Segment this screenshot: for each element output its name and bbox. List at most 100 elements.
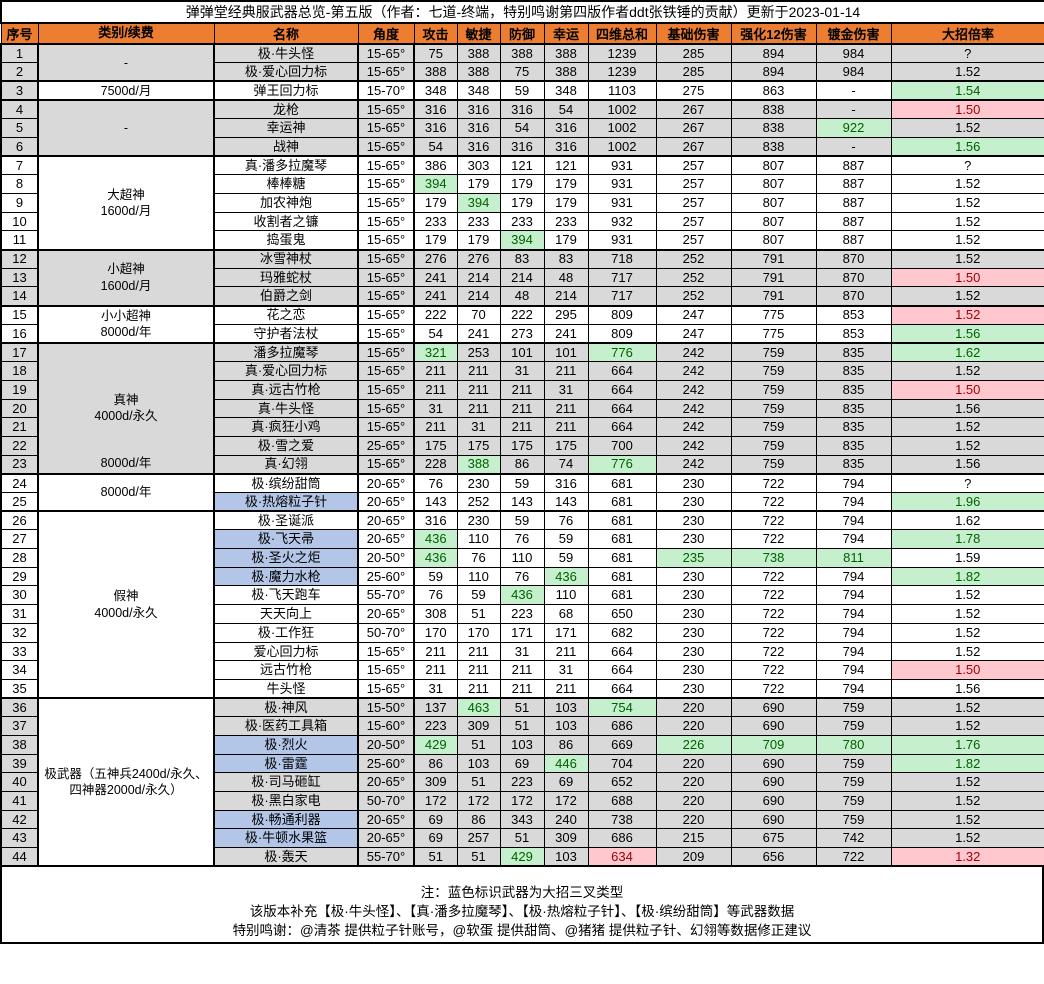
table-row: 15 小小超神 8000d/年 花之恋 15-65° 222 70 222 295 809 247 7… bbox=[0, 305, 1044, 345]
attack-cell: 211 bbox=[413, 379, 458, 400]
table-row: 7 大超神 1600d/月 真·潘多拉魔琴 15-65° 386 303 121 121 931 2… bbox=[0, 155, 1044, 251]
total-cell: 634 bbox=[587, 847, 657, 868]
enhanced-damage-cell: 722 bbox=[730, 492, 817, 513]
col-header-attack: 攻击 bbox=[413, 22, 458, 45]
total-cell: 931 bbox=[587, 230, 657, 251]
base-damage-cell: 247 bbox=[655, 323, 732, 344]
luck-cell: 31 bbox=[543, 379, 589, 400]
angle-cell: 15-65° bbox=[357, 417, 415, 437]
row-index-cell: 10 bbox=[0, 211, 39, 232]
weapon-name-cell: 极·魔力水枪 bbox=[213, 566, 359, 587]
enhanced-damage-cell: 722 bbox=[730, 585, 817, 606]
attack-cell: 228 bbox=[413, 454, 458, 475]
row-index-cell: 2 bbox=[0, 62, 39, 83]
weapon-name-cell: 弹王回力标 bbox=[213, 80, 359, 102]
defense-cell: 316 bbox=[499, 99, 545, 120]
attack-cell: 436 bbox=[413, 529, 458, 550]
weapon-name-cell: 花之恋 bbox=[213, 305, 359, 325]
enhanced-damage-cell: 838 bbox=[730, 99, 817, 120]
defense-cell: 76 bbox=[499, 529, 545, 550]
weapon-name-cell: 极·牛头怪 bbox=[213, 43, 359, 64]
defense-cell: 31 bbox=[499, 641, 545, 662]
angle-cell: 15-65° bbox=[357, 286, 415, 307]
total-cell: 681 bbox=[587, 566, 657, 587]
row-index-cell: 38 bbox=[0, 734, 39, 755]
table-row: 14 伯爵之剑 15-65° 241 214 48 214 717 252 791 870 1.52 bbox=[0, 286, 1044, 307]
weapon-name-cell: 极·雪之爱 bbox=[213, 435, 359, 456]
agility-cell: 51 bbox=[456, 772, 501, 792]
ultimate-ratio-cell: 1.52 bbox=[890, 417, 1044, 437]
defense-cell: 214 bbox=[499, 267, 545, 288]
weapon-name-cell: 远古竹枪 bbox=[213, 660, 359, 680]
defense-cell: 223 bbox=[499, 604, 545, 624]
attack-cell: 76 bbox=[413, 473, 458, 493]
weapon-name-cell: 守护者法杖 bbox=[213, 323, 359, 344]
col-header-angle: 角度 bbox=[357, 22, 415, 45]
enhanced-damage-cell: 894 bbox=[730, 43, 817, 64]
col-header-luck: 幸运 bbox=[543, 22, 589, 45]
ultimate-ratio-cell: 1.52 bbox=[890, 230, 1044, 251]
attack-cell: 233 bbox=[413, 211, 458, 232]
defense-cell: 143 bbox=[499, 492, 545, 513]
gilded-damage-cell: 870 bbox=[815, 249, 892, 269]
sheet-title: 弹弹堂经典服武器总览-第五版（作者：七道-终端，特别鸣谢第四版作者ddt张铁锤的… bbox=[0, 0, 1044, 24]
luck-cell: 172 bbox=[543, 791, 589, 811]
gilded-damage-cell: 835 bbox=[815, 417, 892, 437]
ultimate-ratio-cell: 1.52 bbox=[890, 585, 1044, 606]
ultimate-ratio-cell: 1.52 bbox=[890, 435, 1044, 456]
row-index-cell: 32 bbox=[0, 622, 39, 643]
row-index-cell: 3 bbox=[0, 80, 39, 102]
gilded-damage-cell: 780 bbox=[815, 734, 892, 755]
weapon-name-cell: 战神 bbox=[213, 136, 359, 158]
base-damage-cell: 252 bbox=[655, 267, 732, 288]
table-row: 19 真·远古竹枪 15-65° 211 211 211 31 664 242 759 835 1.5… bbox=[0, 379, 1044, 400]
row-index-cell: 5 bbox=[0, 118, 39, 138]
col-header-index: 序号 bbox=[0, 22, 39, 45]
attack-cell: 211 bbox=[413, 361, 458, 381]
gilded-damage-cell: 887 bbox=[815, 211, 892, 232]
ultimate-ratio-cell: 1.52 bbox=[890, 286, 1044, 307]
row-index-cell: 13 bbox=[0, 267, 39, 288]
defense-cell: 172 bbox=[499, 791, 545, 811]
attack-cell: 386 bbox=[413, 155, 458, 176]
base-damage-cell: 235 bbox=[655, 548, 732, 568]
weapons-table: 弹弹堂经典服武器总览-第五版（作者：七道-终端，特别鸣谢第四版作者ddt张铁锤的… bbox=[0, 0, 1044, 868]
row-index-cell: 25 bbox=[0, 492, 39, 513]
gilded-damage-cell: 984 bbox=[815, 43, 892, 64]
agility-cell: 110 bbox=[456, 566, 501, 587]
weapon-name-cell: 捣蛋鬼 bbox=[213, 230, 359, 251]
defense-cell: 429 bbox=[499, 847, 545, 868]
row-index-cell: 7 bbox=[0, 155, 39, 176]
weapon-name-cell: 极·轰天 bbox=[213, 847, 359, 868]
weapon-name-cell: 牛头怪 bbox=[213, 678, 359, 700]
weapon-name-cell: 棒棒糖 bbox=[213, 174, 359, 194]
total-cell: 1239 bbox=[587, 62, 657, 83]
gilded-damage-cell: 835 bbox=[815, 379, 892, 400]
row-index-cell: 29 bbox=[0, 566, 39, 587]
total-cell: 664 bbox=[587, 398, 657, 419]
luck-cell: 348 bbox=[543, 80, 589, 102]
row-index-cell: 28 bbox=[0, 548, 39, 568]
total-cell: 682 bbox=[587, 622, 657, 643]
row-index-cell: 15 bbox=[0, 305, 39, 325]
ultimate-ratio-cell: 1.52 bbox=[890, 716, 1044, 736]
ultimate-ratio-cell: 1.50 bbox=[890, 660, 1044, 680]
gilded-damage-cell: 794 bbox=[815, 585, 892, 606]
row-index-cell: 43 bbox=[0, 828, 39, 849]
angle-cell: 20-65° bbox=[357, 809, 415, 830]
luck-cell: 121 bbox=[543, 155, 589, 176]
ultimate-ratio-cell: 1.54 bbox=[890, 80, 1044, 102]
agility-cell: 388 bbox=[456, 454, 501, 475]
ultimate-ratio-cell: 1.52 bbox=[890, 305, 1044, 325]
total-cell: 931 bbox=[587, 193, 657, 213]
ultimate-ratio-cell: ? bbox=[890, 473, 1044, 493]
gilded-damage-cell: 887 bbox=[815, 230, 892, 251]
angle-cell: 15-65° bbox=[357, 136, 415, 158]
agility-cell: 31 bbox=[456, 417, 501, 437]
attack-cell: 54 bbox=[413, 136, 458, 158]
total-cell: 754 bbox=[587, 697, 657, 718]
table-row: 38 极·烈火 20-50° 429 51 103 86 669 226 709 780 1.76 bbox=[0, 734, 1044, 755]
attack-cell: 309 bbox=[413, 772, 458, 792]
luck-cell: 76 bbox=[543, 510, 589, 531]
base-damage-cell: 226 bbox=[655, 734, 732, 755]
